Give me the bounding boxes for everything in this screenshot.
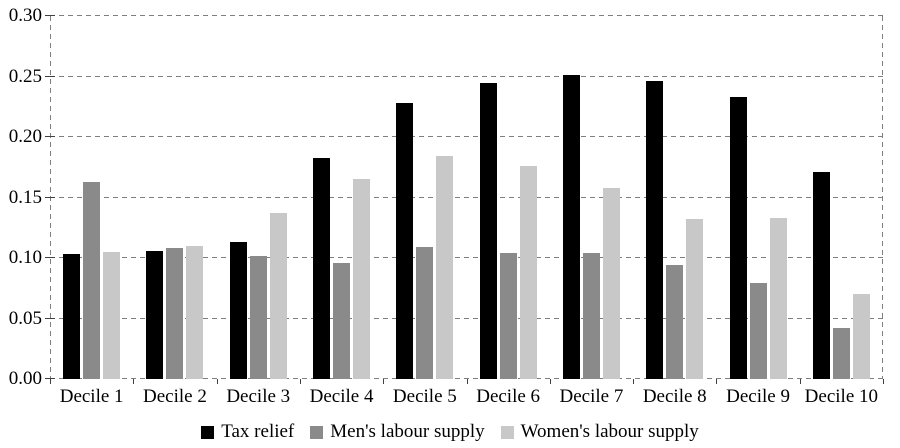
y-axis-label-0.30: 0.30 [8,5,42,26]
x-axis-label-decile-6: Decile 6 [476,386,541,407]
plot-area [45,15,884,384]
y-axis-label-0.25: 0.25 [8,65,42,87]
bar-tax-relief-decile-2 [146,250,164,379]
bar-men-s-labour-supply-decile-4 [333,262,351,379]
bar-men-s-labour-supply-decile-7 [582,253,600,379]
x-tick-7 [633,379,635,384]
bar-men-s-labour-supply-decile-6 [499,253,517,379]
bar-tax-relief-decile-1 [63,254,81,379]
x-tick-4 [383,379,385,384]
legend-swatch-women-s-labour-supply [500,425,514,439]
legend-item-men-s-labour-supply: Men's labour supply [310,421,485,443]
bar-women-s-labour-supply-decile-3 [269,213,287,379]
x-tick-8 [716,379,718,384]
bar-women-s-labour-supply-decile-7 [602,187,620,379]
bar-women-s-labour-supply-decile-1 [103,251,121,379]
bar-tax-relief-decile-7 [562,75,580,379]
plot-border-left [50,16,51,379]
gridline-0.30 [50,15,883,16]
plot-border-right [882,16,883,379]
legend-swatch-men-s-labour-supply [310,425,324,439]
x-axis-label-decile-8: Decile 8 [642,386,707,407]
x-axis-label-decile-9: Decile 9 [726,386,790,407]
x-tick-1 [133,379,135,384]
bar-tax-relief-decile-3 [229,242,247,379]
bar-tax-relief-decile-4 [313,157,331,379]
x-tick-9 [799,379,801,384]
bar-women-s-labour-supply-decile-5 [436,156,454,379]
y-axis-label-0.05: 0.05 [8,307,42,329]
legend-swatch-tax-relief [201,425,215,439]
x-axis-label-decile-5: Decile 5 [392,386,457,407]
bar-tax-relief-decile-9 [729,97,747,379]
y-axis-label-0.10: 0.10 [8,247,42,268]
legend-item-women-s-labour-supply: Women's labour supply [500,421,699,443]
gridline-0.10 [50,257,883,258]
y-tick-0.15 [45,196,55,198]
y-tick-0.20 [45,136,55,137]
x-axis-label-decile-4: Decile 4 [309,386,374,407]
x-tick-3 [299,379,301,384]
x-tick-0 [50,379,51,384]
bar-men-s-labour-supply-decile-2 [166,248,184,379]
y-tick-0.25 [45,75,55,77]
x-tick-5 [466,379,468,384]
gridline-0.15 [50,196,883,198]
gridline-0.20 [50,136,883,137]
bar-men-s-labour-supply-decile-3 [249,255,267,379]
y-tick-0.30 [45,15,55,16]
x-axis-label-decile-2: Decile 2 [143,386,207,407]
x-tick-2 [216,379,218,384]
bar-women-s-labour-supply-decile-2 [186,245,204,379]
bar-women-s-labour-supply-decile-6 [519,166,537,379]
bar-tax-relief-decile-10 [812,172,830,379]
x-tick-10 [883,379,884,384]
legend-item-tax-relief: Tax relief [201,421,294,443]
bar-tax-relief-decile-8 [646,81,664,379]
y-tick-0.00 [45,378,55,379]
x-axis-label-decile-1: Decile 1 [59,386,124,407]
gridline-0.05 [50,317,883,319]
y-axis-label-0.00: 0.00 [8,368,42,389]
bar-men-s-labour-supply-decile-9 [749,283,767,379]
legend-label-women-s-labour-supply: Women's labour supply [520,421,699,442]
bar-tax-relief-decile-6 [479,82,497,379]
bar-tax-relief-decile-5 [396,103,414,379]
legend-label-tax-relief: Tax relief [221,421,295,442]
y-tick-0.05 [45,317,55,319]
x-tick-6 [549,379,551,384]
x-axis-label-decile-3: Decile 3 [226,386,291,407]
bar-men-s-labour-supply-decile-10 [832,328,850,379]
y-axis-label-0.20: 0.20 [8,126,42,147]
legend: Tax relief Men's labour supply Women's lab… [0,419,900,445]
gridline-0.00 [50,378,883,379]
x-axis-label-decile-7: Decile 7 [559,386,624,407]
bar-women-s-labour-supply-decile-4 [353,179,371,379]
x-axis-label-decile-10: Decile 10 [804,386,878,407]
y-tick-0.10 [45,257,55,258]
bar-women-s-labour-supply-decile-8 [686,219,704,379]
bar-men-s-labour-supply-decile-1 [83,181,101,379]
y-axis-label-0.15: 0.15 [8,186,42,208]
bar-women-s-labour-supply-decile-9 [769,218,787,379]
gridline-0.25 [50,75,883,77]
bar-men-s-labour-supply-decile-5 [416,247,434,379]
legend-label-men-s-labour-supply: Men's labour supply [330,421,485,442]
bar-women-s-labour-supply-decile-10 [852,294,870,379]
bar-men-s-labour-supply-decile-8 [666,265,684,379]
